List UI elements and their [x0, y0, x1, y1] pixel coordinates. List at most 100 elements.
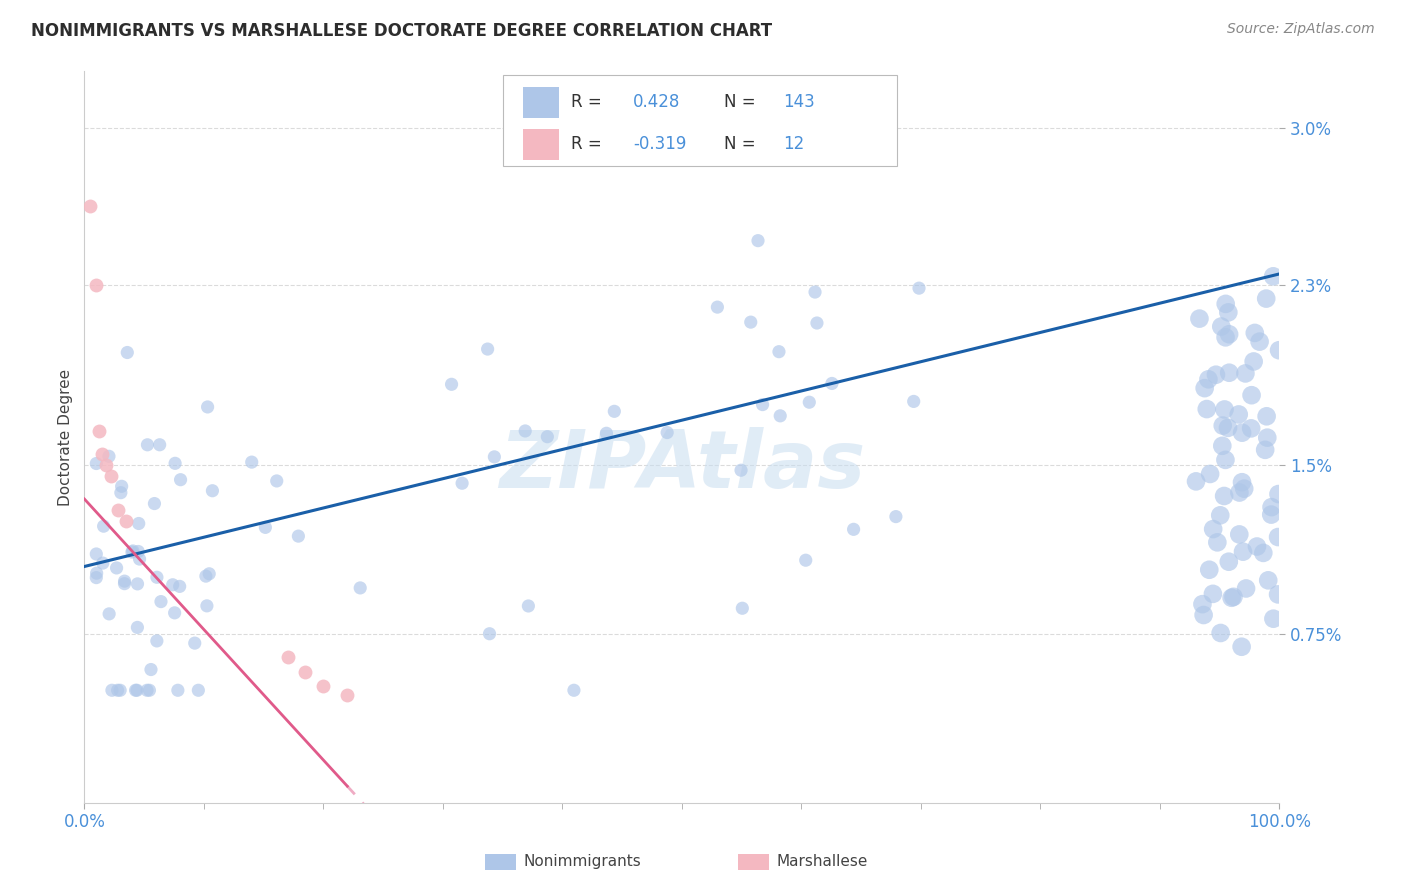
Point — [1267, 487, 1289, 501]
Point — [1188, 311, 1211, 326]
Point — [884, 509, 907, 524]
Point — [657, 425, 679, 440]
Point — [1216, 421, 1239, 435]
Point — [595, 426, 617, 441]
Point — [451, 476, 474, 491]
Point — [149, 594, 172, 608]
Point — [1230, 475, 1253, 490]
Point — [169, 579, 191, 593]
Point — [240, 455, 263, 469]
Point — [122, 544, 145, 558]
Point — [98, 607, 121, 621]
Point — [1197, 372, 1219, 386]
Point — [821, 376, 844, 391]
Point — [197, 400, 219, 414]
Point — [91, 556, 114, 570]
Point — [908, 281, 931, 295]
Point — [114, 576, 136, 591]
Point — [254, 520, 277, 534]
Point — [1243, 354, 1265, 368]
Point — [1234, 367, 1257, 381]
Point — [1205, 368, 1227, 382]
Point — [86, 278, 108, 293]
Point — [107, 683, 129, 698]
Point — [484, 450, 506, 464]
Point — [903, 394, 925, 409]
Point — [124, 683, 146, 698]
Point — [125, 683, 148, 698]
Point — [536, 430, 558, 444]
Point — [769, 409, 792, 423]
Point — [1215, 330, 1237, 344]
Text: Marshallese: Marshallese — [776, 855, 868, 869]
Point — [294, 665, 316, 680]
Point — [706, 300, 728, 314]
Point — [169, 473, 191, 487]
Text: Source: ZipAtlas.com: Source: ZipAtlas.com — [1227, 22, 1375, 37]
Point — [266, 474, 288, 488]
Point — [731, 601, 754, 615]
Point — [194, 569, 217, 583]
Point — [349, 581, 371, 595]
Point — [149, 438, 172, 452]
Point — [806, 316, 828, 330]
Point — [79, 199, 101, 213]
Point — [86, 571, 108, 585]
Point — [1257, 574, 1279, 588]
Point — [1246, 540, 1268, 554]
Point — [1256, 431, 1278, 445]
Point — [110, 485, 132, 500]
Point — [1211, 439, 1233, 453]
Point — [1209, 508, 1232, 523]
Point — [747, 234, 769, 248]
Y-axis label: Doctorate Degree: Doctorate Degree — [58, 368, 73, 506]
Point — [1211, 319, 1233, 334]
Point — [1233, 482, 1256, 496]
Point — [107, 503, 129, 517]
Point — [127, 544, 149, 558]
Point — [287, 529, 309, 543]
Point — [1240, 388, 1263, 402]
Point — [1192, 607, 1215, 622]
Point — [1215, 453, 1237, 467]
Point — [1230, 640, 1253, 654]
Point — [277, 649, 299, 664]
Point — [163, 606, 186, 620]
Point — [1263, 269, 1285, 284]
Point — [111, 479, 134, 493]
Point — [187, 683, 209, 698]
Point — [1253, 546, 1275, 560]
FancyBboxPatch shape — [503, 75, 897, 167]
Point — [162, 578, 184, 592]
Point — [1218, 555, 1240, 569]
Point — [1191, 597, 1213, 611]
Point — [1256, 409, 1278, 424]
Point — [139, 663, 162, 677]
Point — [1232, 544, 1254, 558]
Point — [101, 683, 124, 698]
Point — [121, 545, 143, 559]
Point — [117, 345, 139, 359]
Point — [1206, 535, 1229, 549]
Point — [143, 497, 166, 511]
Point — [1256, 292, 1278, 306]
Point — [440, 377, 463, 392]
Point — [93, 519, 115, 533]
Point — [91, 447, 114, 461]
Text: 0.428: 0.428 — [633, 94, 681, 112]
Point — [1198, 563, 1220, 577]
Point — [1222, 590, 1244, 604]
Point — [517, 599, 540, 613]
Point — [792, 109, 814, 123]
Point — [1267, 587, 1289, 601]
Point — [146, 570, 169, 584]
Point — [165, 456, 187, 470]
Point — [842, 522, 865, 536]
Point — [1195, 402, 1218, 417]
Point — [1218, 327, 1240, 342]
Point — [768, 344, 790, 359]
Text: R =: R = — [571, 136, 607, 153]
Point — [799, 395, 821, 409]
Point — [1268, 343, 1291, 358]
Point — [128, 552, 150, 566]
